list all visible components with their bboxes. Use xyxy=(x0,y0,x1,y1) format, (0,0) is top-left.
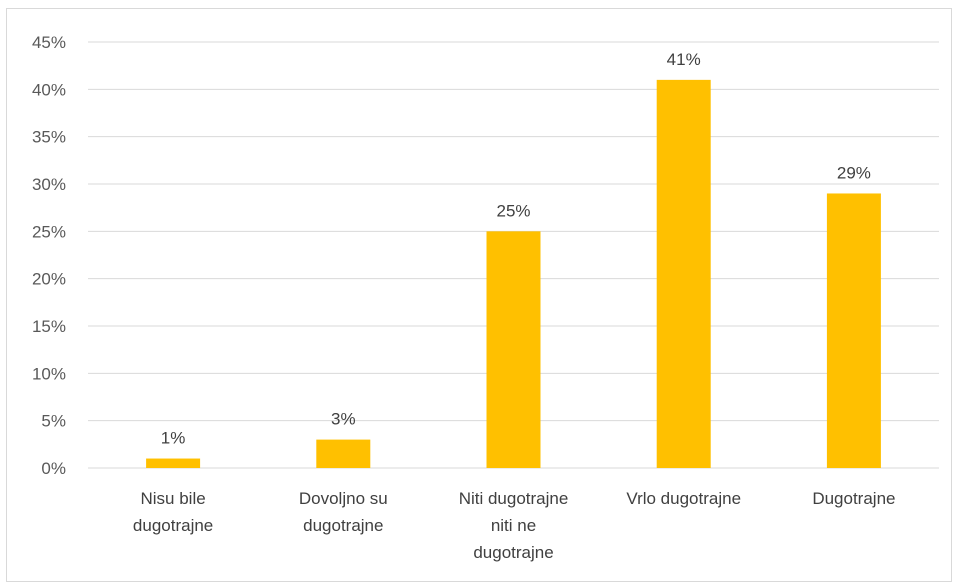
category-label: dugotrajne xyxy=(303,516,383,535)
category-label: Dugotrajne xyxy=(812,489,895,508)
y-tick-label: 5% xyxy=(41,412,66,431)
gridlines xyxy=(88,41,939,469)
bar xyxy=(826,193,881,468)
category-label: Niti dugotrajne xyxy=(459,489,569,508)
y-tick-label: 45% xyxy=(32,33,66,52)
data-label: 41% xyxy=(667,50,701,69)
y-tick-label: 15% xyxy=(32,317,66,336)
y-tick-label: 25% xyxy=(32,222,66,241)
category-label: Nisu bile xyxy=(140,489,205,508)
category-label: Vrlo dugotrajne xyxy=(626,489,741,508)
bars xyxy=(146,79,881,468)
category-label: niti ne xyxy=(491,516,536,535)
data-label: 29% xyxy=(837,163,871,182)
y-tick-label: 35% xyxy=(32,128,66,147)
data-label: 3% xyxy=(331,410,356,429)
chart-frame xyxy=(6,8,952,582)
data-labels: 1% 3% 25% 41% 29% xyxy=(161,50,871,448)
category-label: Dovoljno su xyxy=(299,489,388,508)
bar xyxy=(146,458,201,468)
y-tick-label: 30% xyxy=(32,175,66,194)
y-tick-label: 0% xyxy=(41,459,66,478)
y-tick-label: 10% xyxy=(32,364,66,383)
category-labels: Nisu bile dugotrajne Dovoljno su dugotrajne… xyxy=(133,489,896,562)
bar xyxy=(316,439,371,468)
category-label: dugotrajne xyxy=(133,516,213,535)
data-label: 25% xyxy=(496,201,530,220)
y-axis-ticks: 0% 5% 10% 15% 20% 25% 30% 35% 40% 45% xyxy=(32,33,66,478)
bar xyxy=(486,231,541,468)
y-tick-label: 20% xyxy=(32,270,66,289)
category-label: dugotrajne xyxy=(473,543,553,562)
bar xyxy=(656,79,711,468)
y-tick-label: 40% xyxy=(32,80,66,99)
data-label: 1% xyxy=(161,429,186,448)
